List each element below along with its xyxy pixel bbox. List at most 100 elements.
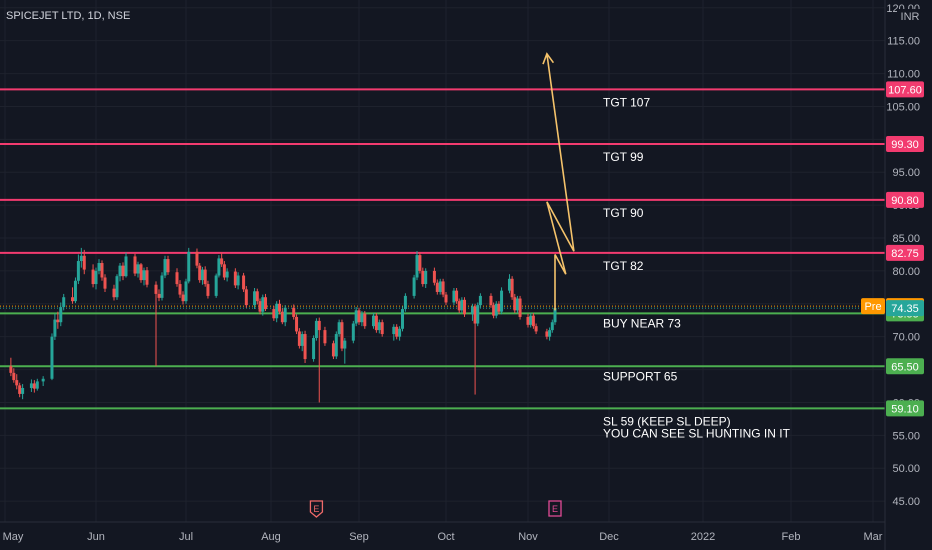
- candle-body: [550, 322, 554, 331]
- candle-body: [121, 265, 125, 277]
- candle-body: [136, 264, 140, 274]
- candle-body: [331, 343, 335, 357]
- candle-body: [41, 378, 45, 382]
- candle-body: [500, 290, 504, 312]
- candle-body: [272, 309, 276, 319]
- earnings-marker[interactable]: [548, 500, 562, 517]
- candle-body: [513, 297, 517, 311]
- candle-body: [178, 284, 182, 295]
- target-price-tag-text: 107.60: [888, 84, 922, 96]
- candle-body: [518, 298, 522, 317]
- candle-body: [441, 281, 445, 295]
- time-tick-label: May: [3, 531, 24, 543]
- time-tick-label: Jun: [87, 531, 105, 543]
- candle-body: [314, 320, 318, 339]
- candle-body: [236, 275, 240, 286]
- candle-body: [220, 258, 224, 265]
- candle-body: [166, 259, 170, 273]
- target-price-tag: [886, 135, 924, 152]
- support-price-tag-text: 65.50: [891, 361, 919, 373]
- target-price-tag-text: 82.75: [891, 248, 919, 260]
- candle-body: [452, 290, 456, 303]
- candle-body: [354, 310, 358, 324]
- candle-body: [476, 305, 480, 324]
- price-tick-label: 105.00: [886, 101, 920, 113]
- candle-body: [255, 291, 259, 302]
- candle-body: [292, 307, 296, 317]
- candle-body: [295, 316, 299, 332]
- currency-label-bg: [897, 9, 923, 23]
- candle-body: [303, 334, 307, 360]
- candle-body: [79, 255, 83, 262]
- candle-body: [395, 326, 399, 337]
- candles: [9, 247, 557, 403]
- time-tick-label: Nov: [518, 531, 538, 543]
- candle-body: [217, 258, 221, 276]
- candle-body: [71, 297, 75, 302]
- price-tick-label: 50.00: [892, 463, 920, 475]
- candle-body: [372, 315, 375, 327]
- candle-body: [160, 275, 164, 298]
- candle-body: [139, 264, 143, 281]
- candle-body: [100, 263, 104, 278]
- target-price-tag: [886, 81, 924, 98]
- price-tick-label: 85.00: [892, 233, 920, 245]
- candle-body: [360, 313, 364, 323]
- candle-body: [59, 307, 63, 323]
- candle-body: [529, 315, 533, 325]
- candle-body: [460, 299, 464, 311]
- projection-path: [542, 52, 575, 311]
- candle-body: [244, 289, 248, 306]
- candle-body: [553, 308, 557, 323]
- last-price-tag-text: 74.35: [891, 303, 919, 315]
- candle-body: [62, 297, 66, 308]
- candle-body: [492, 305, 496, 316]
- candle-body: [424, 270, 428, 285]
- candle-body: [242, 275, 246, 290]
- stoploss-price-tag: [886, 400, 924, 417]
- candle-body: [154, 284, 158, 294]
- candle-body: [351, 323, 355, 341]
- candle-body: [133, 256, 137, 274]
- candle-body: [198, 265, 202, 281]
- target-label: TGT 107: [603, 95, 650, 109]
- candle-body: [435, 282, 439, 292]
- candle-body: [357, 310, 361, 323]
- candle-body: [374, 315, 378, 331]
- candle-body: [478, 295, 482, 306]
- candle-body: [438, 281, 442, 292]
- candle-body: [421, 270, 425, 285]
- candle-body: [253, 291, 257, 306]
- candle-body: [233, 271, 237, 286]
- price-tick-label: 110.00: [887, 69, 920, 81]
- candle-body: [457, 301, 461, 311]
- earnings-marker[interactable]: [309, 500, 324, 518]
- earnings-marker-label: E: [313, 504, 319, 514]
- candle-body: [317, 320, 321, 331]
- currency-label: INR: [901, 11, 920, 23]
- level-labels: TGT 107 TGT 99 TGT 90 TGT 82 BUY NEAR 73 SUPP…: [603, 95, 791, 440]
- time-tick-label: Oct: [437, 531, 454, 543]
- price-tick-label: 115.00: [887, 36, 920, 48]
- price-tick-label: 45.00: [892, 496, 920, 508]
- candle-body: [53, 319, 57, 337]
- candle-body: [15, 380, 19, 386]
- time-tick-label: Sep: [349, 531, 369, 543]
- projection-line[interactable]: [546, 53, 575, 311]
- candle-body: [531, 315, 535, 327]
- candle-body: [300, 334, 304, 346]
- candle-body: [418, 255, 422, 271]
- price-tick-label: 80.00: [892, 266, 920, 278]
- time-axis[interactable]: May Jun Jul Aug Sep Oct Nov Dec 2022 Feb Mar: [3, 531, 883, 543]
- candle-body: [323, 330, 327, 344]
- candle-body: [56, 319, 60, 323]
- candle-body: [534, 326, 538, 332]
- candle-body: [94, 270, 98, 285]
- candle-body: [334, 334, 338, 357]
- price-tick-label: 95.00: [892, 167, 920, 179]
- candle-body: [401, 309, 404, 329]
- candle-body: [12, 372, 16, 381]
- candle-body: [415, 255, 419, 278]
